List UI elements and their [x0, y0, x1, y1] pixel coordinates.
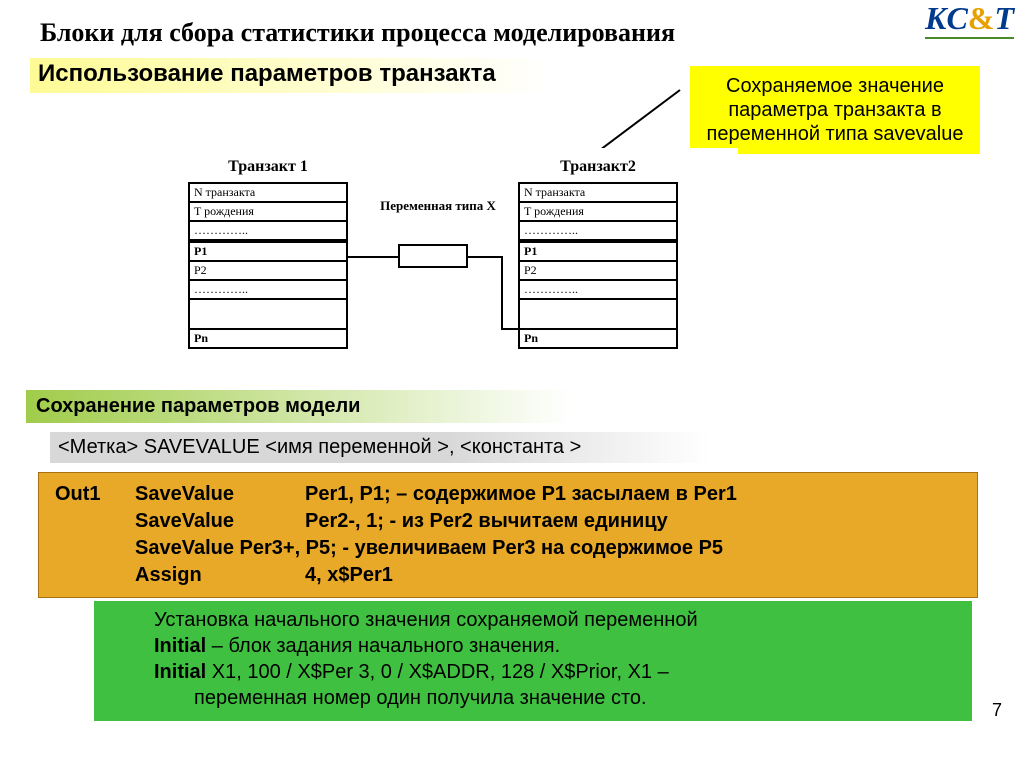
g-l3b: X1, 100 / X$Per 3, 0 / X$ADDR, 128 / X$P… [206, 661, 668, 683]
o-l3: SaveValue Per3+, P5; - увеличиваем Per3 … [135, 535, 723, 562]
o-l2-c2: SaveValue [135, 508, 305, 535]
tranz1-r2: ………….. [188, 222, 348, 241]
conn-r3 [501, 328, 518, 330]
tranz2-pn: Pn [518, 328, 678, 349]
page-number: 7 [992, 700, 1002, 721]
g-l4: переменная номер один получила значение … [154, 685, 954, 711]
section-save-params: Сохранение параметров модели [26, 390, 571, 423]
o-l2-c3: Per2-, 1; - из Per2 вычитаем единицу [305, 508, 668, 535]
tranz1-block: Транзакт 1 N транзакта T рождения …………..… [188, 158, 348, 349]
diagram-area: Транзакт 1 N транзакта T рождения …………..… [148, 148, 738, 380]
metka-syntax: <Метка> SAVEVALUE <имя переменной >, <ко… [50, 432, 710, 463]
tranz2-gap [518, 300, 678, 328]
tranz2-r2: ………….. [518, 222, 678, 241]
tranz1-gap [188, 300, 348, 328]
tranz1-r4: P2 [188, 262, 348, 281]
tranz2-r3: P1 [518, 241, 678, 262]
o-l4-c3: 4, x$Per1 [305, 562, 393, 589]
code-orange-box: Out1 SaveValue Per1, P1; – содержимое P1… [38, 472, 978, 598]
tranz1-title: Транзакт 1 [188, 158, 348, 176]
o-l3-c1 [55, 535, 135, 562]
o-l1-c2: SaveValue [135, 481, 305, 508]
g-l2b: – блок задания начального значения. [206, 635, 560, 657]
tranz1-r0: N транзакта [188, 182, 348, 203]
tranz2-block: Транзакт2 N транзакта T рождения ………….. … [518, 158, 678, 349]
logo: KC&T [925, 0, 1014, 39]
tranz2-r1: T рождения [518, 203, 678, 222]
tranz2-r4: P2 [518, 262, 678, 281]
o-l4-c2: Assign [135, 562, 305, 589]
o-l1-c1: Out1 [55, 481, 135, 508]
conn-l1 [348, 256, 398, 258]
conn-r2 [501, 256, 503, 328]
mid-label: Переменная типа X [378, 198, 498, 214]
tranz1-r3: P1 [188, 241, 348, 262]
mid-box [398, 244, 468, 268]
tranz1-pn: Pn [188, 328, 348, 349]
o-l4-c1 [55, 562, 135, 589]
conn-r1 [468, 256, 503, 258]
o-l1-c3: Per1, P1; – содержимое P1 засылаем в Per… [305, 481, 737, 508]
tranz2-r0: N транзакта [518, 182, 678, 203]
logo-t: T [994, 0, 1014, 36]
page-title: Блоки для сбора статистики процесса моде… [40, 18, 675, 48]
logo-k: K [925, 0, 946, 36]
tranz1-r1: T рождения [188, 203, 348, 222]
code-green-box: Установка начального значения сохраняемо… [94, 601, 972, 721]
g-l1: Установка начального значения сохраняемо… [154, 607, 954, 633]
subtitle: Использование параметров транзакта [30, 58, 550, 93]
tranz2-title: Транзакт2 [518, 158, 678, 176]
logo-c: C [946, 0, 967, 36]
g-l3a: Initial [154, 661, 206, 683]
g-l2a: Initial [154, 635, 206, 657]
callout-box: Сохраняемое значение параметра транзакта… [690, 66, 980, 154]
o-l2-c1 [55, 508, 135, 535]
logo-amp: & [968, 0, 995, 36]
